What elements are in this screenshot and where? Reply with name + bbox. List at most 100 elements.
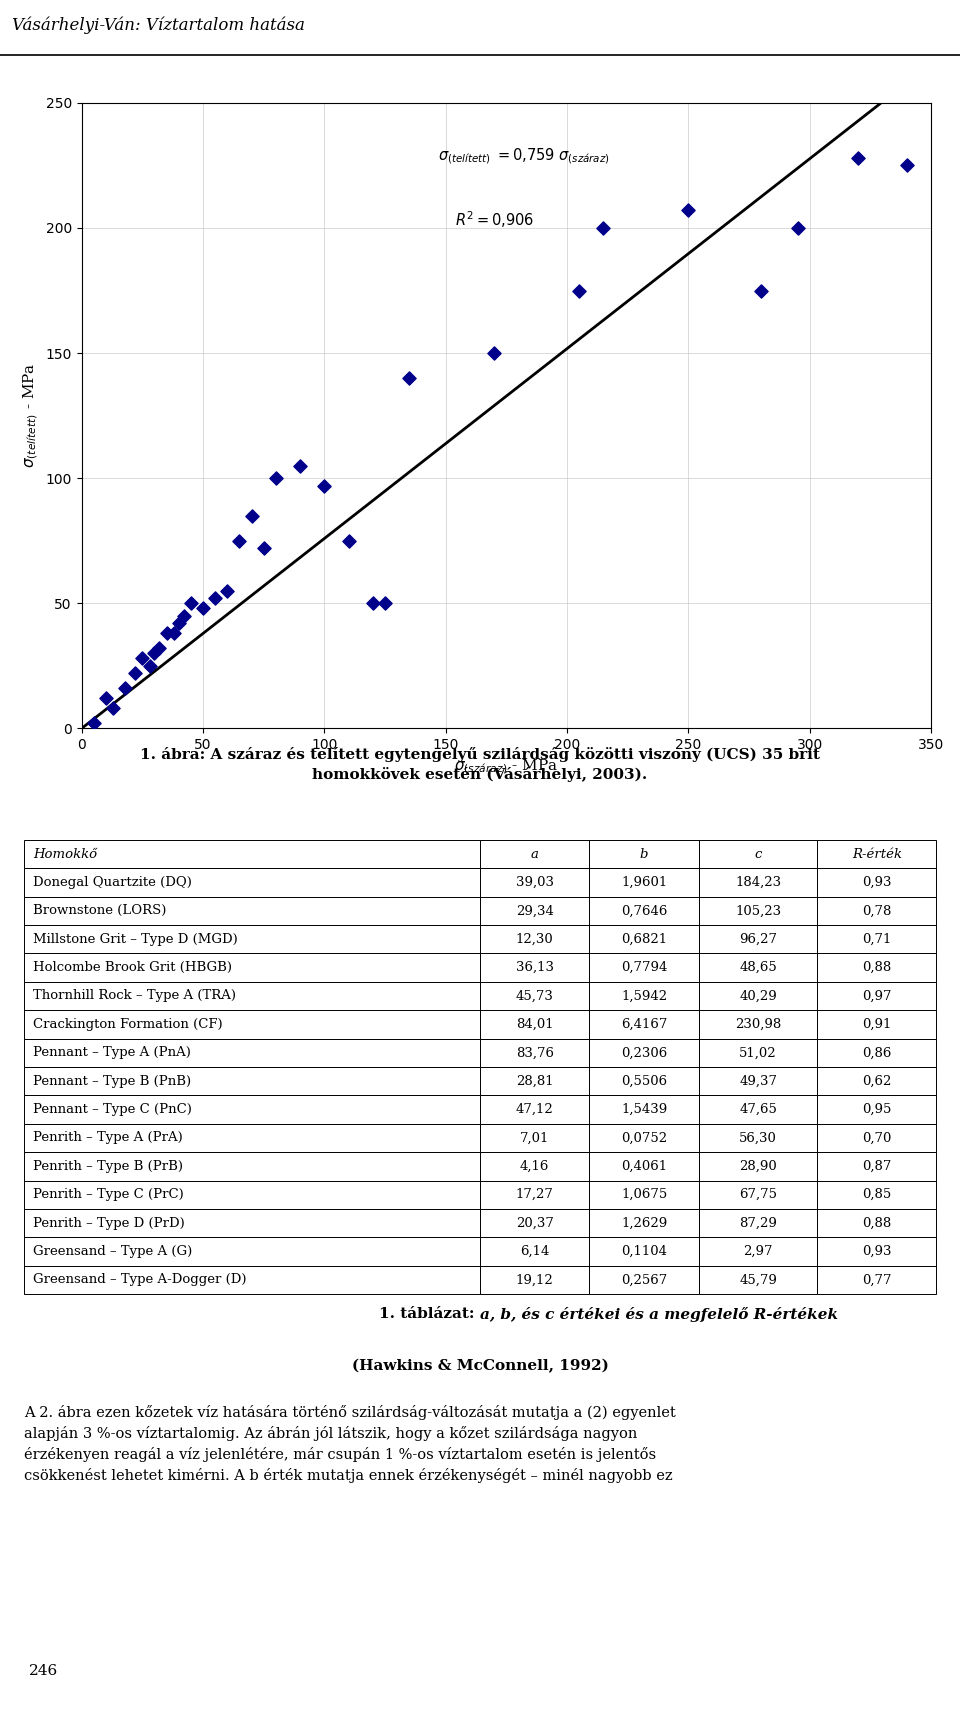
Text: 0,93: 0,93 xyxy=(862,876,892,890)
Text: 40,29: 40,29 xyxy=(739,989,777,1003)
Point xyxy=(487,339,502,367)
Bar xyxy=(480,1265,589,1294)
Text: (Hawkins & McConnell, 1992): (Hawkins & McConnell, 1992) xyxy=(351,1359,609,1373)
Text: 0,2567: 0,2567 xyxy=(621,1274,667,1287)
Text: 7,01: 7,01 xyxy=(520,1131,549,1145)
Text: 6,14: 6,14 xyxy=(520,1244,549,1258)
Text: c: c xyxy=(755,847,762,860)
Point xyxy=(98,684,113,711)
Text: 0,78: 0,78 xyxy=(862,905,892,917)
Text: 1,0675: 1,0675 xyxy=(621,1188,667,1202)
Text: A 2. ábra ezen kőzetek víz hatására történő szilárdság-változását mutatja a (2) : A 2. ábra ezen kőzetek víz hatására tört… xyxy=(24,1405,676,1484)
Text: 4,16: 4,16 xyxy=(520,1160,549,1172)
Bar xyxy=(24,1208,480,1238)
Point xyxy=(158,620,175,648)
Bar xyxy=(24,1152,480,1181)
Bar xyxy=(589,953,699,982)
Bar xyxy=(817,1152,936,1181)
Bar xyxy=(24,1238,480,1265)
Bar xyxy=(817,1238,936,1265)
Text: 67,75: 67,75 xyxy=(739,1188,778,1202)
Text: 0,88: 0,88 xyxy=(862,1217,891,1229)
Bar xyxy=(589,1181,699,1208)
Point xyxy=(317,471,332,499)
Text: 0,86: 0,86 xyxy=(862,1046,892,1059)
Bar xyxy=(589,840,699,869)
Bar xyxy=(589,1095,699,1124)
Bar xyxy=(589,1124,699,1152)
Bar xyxy=(24,926,480,953)
Text: a, b, és c értékei és a megfelelő R-értékek: a, b, és c értékei és a megfelelő R-érté… xyxy=(480,1308,838,1323)
Text: Pennant – Type B (PnB): Pennant – Type B (PnB) xyxy=(33,1075,191,1088)
Point xyxy=(220,578,235,605)
Text: 0,1104: 0,1104 xyxy=(621,1244,667,1258)
Bar xyxy=(24,869,480,896)
Bar xyxy=(24,953,480,982)
Bar xyxy=(699,1124,818,1152)
Bar xyxy=(699,1095,818,1124)
Text: 0,95: 0,95 xyxy=(862,1104,892,1116)
Bar xyxy=(699,1238,818,1265)
Text: R-érték: R-érték xyxy=(852,847,901,860)
Bar xyxy=(480,1208,589,1238)
Bar xyxy=(589,926,699,953)
Text: 1. ábra: A száraz és telített egytengelyű szilárdság közötti viszony (UCS) 35 br: 1. ábra: A száraz és telített egytengely… xyxy=(140,747,820,782)
Text: Pennant – Type C (PnC): Pennant – Type C (PnC) xyxy=(33,1104,192,1116)
Point xyxy=(596,214,612,242)
Text: 87,29: 87,29 xyxy=(739,1217,777,1229)
Bar xyxy=(589,1010,699,1039)
Text: 19,12: 19,12 xyxy=(516,1274,554,1287)
Bar xyxy=(817,1066,936,1095)
Text: 83,76: 83,76 xyxy=(516,1046,554,1059)
Bar xyxy=(480,869,589,896)
Text: 0,70: 0,70 xyxy=(862,1131,892,1145)
Text: Penrith – Type C (PrC): Penrith – Type C (PrC) xyxy=(33,1188,184,1202)
Text: 12,30: 12,30 xyxy=(516,932,554,946)
Text: 0,5506: 0,5506 xyxy=(621,1075,667,1088)
Bar xyxy=(589,982,699,1010)
Text: $\sigma_{(telített)}$ $= 0{,}759\ \sigma_{(száraz)}$: $\sigma_{(telített)}$ $= 0{,}759\ \sigma… xyxy=(439,147,611,166)
Bar xyxy=(699,869,818,896)
Point xyxy=(207,584,223,612)
Bar xyxy=(699,1265,818,1294)
Text: 0,62: 0,62 xyxy=(862,1075,892,1088)
Point xyxy=(851,144,866,171)
Bar xyxy=(480,1124,589,1152)
Text: 49,37: 49,37 xyxy=(739,1075,778,1088)
Point xyxy=(268,464,283,492)
Text: 1. táblázat:: 1. táblázat: xyxy=(379,1308,480,1321)
Bar xyxy=(24,1181,480,1208)
Point xyxy=(142,653,157,680)
Bar xyxy=(480,1066,589,1095)
Point xyxy=(176,602,191,629)
Text: Millstone Grit – Type D (MGD): Millstone Grit – Type D (MGD) xyxy=(33,932,238,946)
Text: 0,91: 0,91 xyxy=(862,1018,892,1030)
Point xyxy=(244,502,259,530)
Point xyxy=(134,644,150,672)
Bar xyxy=(480,926,589,953)
Point xyxy=(118,675,133,703)
Text: Crackington Formation (CF): Crackington Formation (CF) xyxy=(33,1018,223,1030)
Text: 1,2629: 1,2629 xyxy=(621,1217,667,1229)
Text: Greensand – Type A (G): Greensand – Type A (G) xyxy=(33,1244,192,1258)
Bar xyxy=(817,1095,936,1124)
Bar xyxy=(817,1181,936,1208)
Point xyxy=(86,710,102,737)
Bar xyxy=(24,1010,480,1039)
Bar xyxy=(480,840,589,869)
Bar xyxy=(817,982,936,1010)
Text: 0,85: 0,85 xyxy=(862,1188,891,1202)
Bar xyxy=(480,1152,589,1181)
Text: 84,01: 84,01 xyxy=(516,1018,554,1030)
Text: Thornhill Rock – Type A (TRA): Thornhill Rock – Type A (TRA) xyxy=(33,989,236,1003)
Text: 0,0752: 0,0752 xyxy=(621,1131,667,1145)
Bar xyxy=(24,1124,480,1152)
Bar xyxy=(699,953,818,982)
Bar xyxy=(24,1265,480,1294)
Bar xyxy=(589,869,699,896)
Bar xyxy=(817,1208,936,1238)
Point xyxy=(256,535,272,562)
Bar xyxy=(480,1181,589,1208)
Text: 1,5439: 1,5439 xyxy=(621,1104,667,1116)
Point xyxy=(166,620,181,648)
